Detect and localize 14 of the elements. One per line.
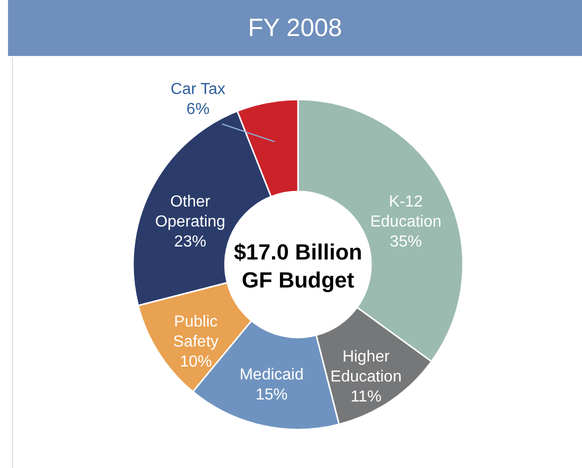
data-label: 15% bbox=[256, 386, 288, 404]
chart-title: FY 2008 bbox=[8, 0, 582, 56]
data-label: 10% bbox=[180, 353, 212, 370]
data-label: 23% bbox=[174, 234, 206, 251]
data-label: 11% bbox=[350, 388, 382, 406]
slice-label: Higher Education bbox=[330, 348, 402, 386]
slice-label: Medicaid bbox=[240, 366, 304, 384]
slice-label: Public Safety bbox=[173, 313, 219, 350]
data-label: 6% bbox=[186, 101, 210, 118]
slice-label: Other Operating bbox=[155, 194, 226, 231]
text: $17.0 Billion GF Budget bbox=[234, 240, 362, 292]
slice-label: Car Tax bbox=[170, 81, 226, 98]
data-label: 35% bbox=[390, 234, 422, 251]
slice-label: K-12 Education bbox=[370, 194, 442, 231]
